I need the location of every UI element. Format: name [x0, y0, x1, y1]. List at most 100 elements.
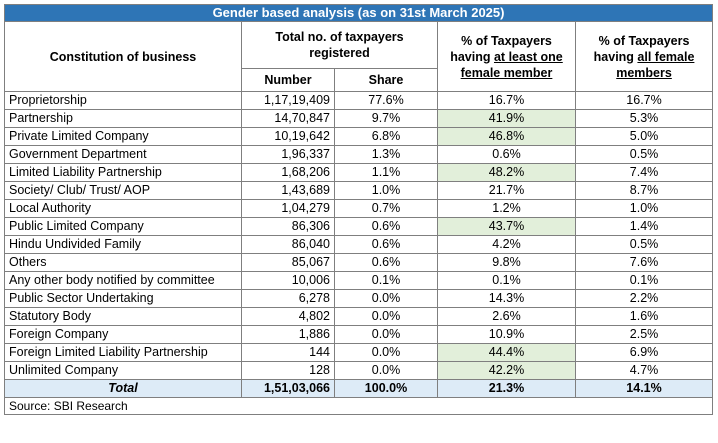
total-row: Total 1,51,03,066 100.0% 21.3% 14.1% — [4, 379, 714, 398]
row-atleast-one-female: 48.2% — [437, 163, 576, 182]
row-share: 0.6% — [334, 253, 438, 272]
table-row: Partnership 14,70,847 9.7% 41.9% 5.3% — [4, 109, 714, 128]
row-atleast-one-female: 9.8% — [437, 253, 576, 272]
table-title: Gender based analysis (as on 31st March … — [3, 4, 714, 22]
row-atleast-one-female: 16.7% — [437, 91, 576, 110]
row-number: 6,278 — [241, 289, 335, 308]
row-atleast-one-female: 0.1% — [437, 271, 576, 290]
row-atleast-one-female: 1.2% — [437, 199, 576, 218]
row-share: 1.0% — [334, 181, 438, 200]
table-row: Hindu Undivided Family 86,040 0.6% 4.2% 0.5% — [4, 235, 714, 254]
row-all-female: 1.6% — [574, 307, 714, 326]
total-label: Total — [4, 379, 242, 398]
row-all-female: 4.7% — [574, 361, 714, 380]
table-row: Statutory Body 4,802 0.0% 2.6% 1.6% — [4, 307, 714, 326]
row-number: 14,70,847 — [241, 109, 335, 128]
row-all-female: 8.7% — [574, 181, 714, 200]
row-name: Public Limited Company — [4, 217, 242, 236]
row-all-female: 0.5% — [574, 145, 714, 164]
row-atleast-one-female: 4.2% — [437, 235, 576, 254]
row-share: 9.7% — [334, 109, 438, 128]
row-all-female: 0.5% — [574, 235, 714, 254]
row-share: 1.3% — [334, 145, 438, 164]
row-share: 0.0% — [334, 307, 438, 326]
row-number: 86,040 — [241, 235, 335, 254]
row-atleast-one-female: 46.8% — [437, 127, 576, 146]
row-number: 86,306 — [241, 217, 335, 236]
row-atleast-one-female: 10.9% — [437, 325, 576, 344]
table-row: Government Department 1,96,337 1.3% 0.6% 0.5… — [4, 145, 714, 164]
row-name: Any other body notified by committee — [4, 271, 242, 290]
number-header: Number — [241, 68, 335, 92]
row-share: 0.6% — [334, 235, 438, 254]
source-note: Source: SBI Research — [3, 397, 714, 415]
all-header-prefix: % of Taxpayers having — [593, 33, 690, 64]
row-number: 128 — [241, 361, 335, 380]
share-header: Share — [334, 68, 438, 92]
row-all-female: 7.4% — [574, 163, 714, 182]
row-all-female: 2.2% — [574, 289, 714, 308]
row-share: 0.6% — [334, 217, 438, 236]
all-header-underlined: all female members — [616, 49, 695, 80]
row-number: 1,96,337 — [241, 145, 335, 164]
row-share: 77.6% — [334, 91, 438, 110]
row-name: Foreign Limited Liability Partnership — [4, 343, 242, 362]
row-number: 4,802 — [241, 307, 335, 326]
row-share: 0.0% — [334, 289, 438, 308]
row-share: 0.0% — [334, 325, 438, 344]
row-number: 144 — [241, 343, 335, 362]
row-all-female: 5.0% — [574, 127, 714, 146]
row-name: Partnership — [4, 109, 242, 128]
row-share: 0.0% — [334, 343, 438, 362]
row-share: 1.1% — [334, 163, 438, 182]
row-number: 10,19,642 — [241, 127, 335, 146]
row-all-female: 7.6% — [574, 253, 714, 272]
total-all: 14.1% — [574, 379, 714, 398]
table-row: Foreign Limited Liability Partnership 144… — [4, 343, 714, 362]
row-name: Proprietorship — [4, 91, 242, 110]
row-name: Public Sector Undertaking — [4, 289, 242, 308]
atleast-header-underlined: at least one female member — [460, 49, 563, 80]
table-row: Proprietorship 1,17,19,409 77.6% 16.7% 16.7% — [4, 91, 714, 110]
row-all-female: 5.3% — [574, 109, 714, 128]
constitution-header: Constitution of business — [4, 21, 242, 92]
row-all-female: 1.0% — [574, 199, 714, 218]
table-row: Others 85,067 0.6% 9.8% 7.6% — [4, 253, 714, 272]
table-row: Private Limited Company 10,19,642 6.8% 46.8… — [4, 127, 714, 146]
table-row: Any other body notified by committee 10,0… — [4, 271, 714, 290]
row-number: 85,067 — [241, 253, 335, 272]
table-row: Public Sector Undertaking 6,278 0.0% 14.3% 2… — [4, 289, 714, 308]
row-name: Private Limited Company — [4, 127, 242, 146]
row-number: 1,886 — [241, 325, 335, 344]
table-row: Foreign Company 1,886 0.0% 10.9% 2.5% — [4, 325, 714, 344]
row-all-female: 1.4% — [574, 217, 714, 236]
table-row: Public Limited Company 86,306 0.6% 43.7% 1.4… — [4, 217, 714, 236]
row-name: Limited Liability Partnership — [4, 163, 242, 182]
row-number: 1,04,279 — [241, 199, 335, 218]
total-number: 1,51,03,066 — [241, 379, 335, 398]
table-row: Society/ Club/ Trust/ AOP 1,43,689 1.0% 21.… — [4, 181, 714, 200]
row-atleast-one-female: 2.6% — [437, 307, 576, 326]
row-name: Unlimited Company — [4, 361, 242, 380]
row-atleast-one-female: 0.6% — [437, 145, 576, 164]
atleast-one-female-header: % of Taxpayers having at least one femal… — [437, 21, 576, 92]
row-all-female: 2.5% — [574, 325, 714, 344]
row-share: 0.1% — [334, 271, 438, 290]
row-name: Government Department — [4, 145, 242, 164]
row-atleast-one-female: 43.7% — [437, 217, 576, 236]
row-all-female: 16.7% — [574, 91, 714, 110]
row-atleast-one-female: 14.3% — [437, 289, 576, 308]
table-row: Unlimited Company 128 0.0% 42.2% 4.7% — [4, 361, 714, 380]
atleast-header-prefix: % of Taxpayers having — [450, 33, 552, 64]
table-row: Limited Liability Partnership 1,68,206 1.1… — [4, 163, 714, 182]
row-atleast-one-female: 44.4% — [437, 343, 576, 362]
table-body: Proprietorship 1,17,19,409 77.6% 16.7% 16.7%… — [4, 91, 714, 380]
gender-analysis-table-container: Gender based analysis (as on 31st March … — [3, 4, 714, 415]
row-number: 1,68,206 — [241, 163, 335, 182]
total-share: 100.0% — [334, 379, 438, 398]
row-number: 1,17,19,409 — [241, 91, 335, 110]
table-row: Local Authority 1,04,279 0.7% 1.2% 1.0% — [4, 199, 714, 218]
row-share: 0.0% — [334, 361, 438, 380]
gender-analysis-table: Gender based analysis (as on 31st March … — [3, 4, 714, 415]
row-atleast-one-female: 21.7% — [437, 181, 576, 200]
